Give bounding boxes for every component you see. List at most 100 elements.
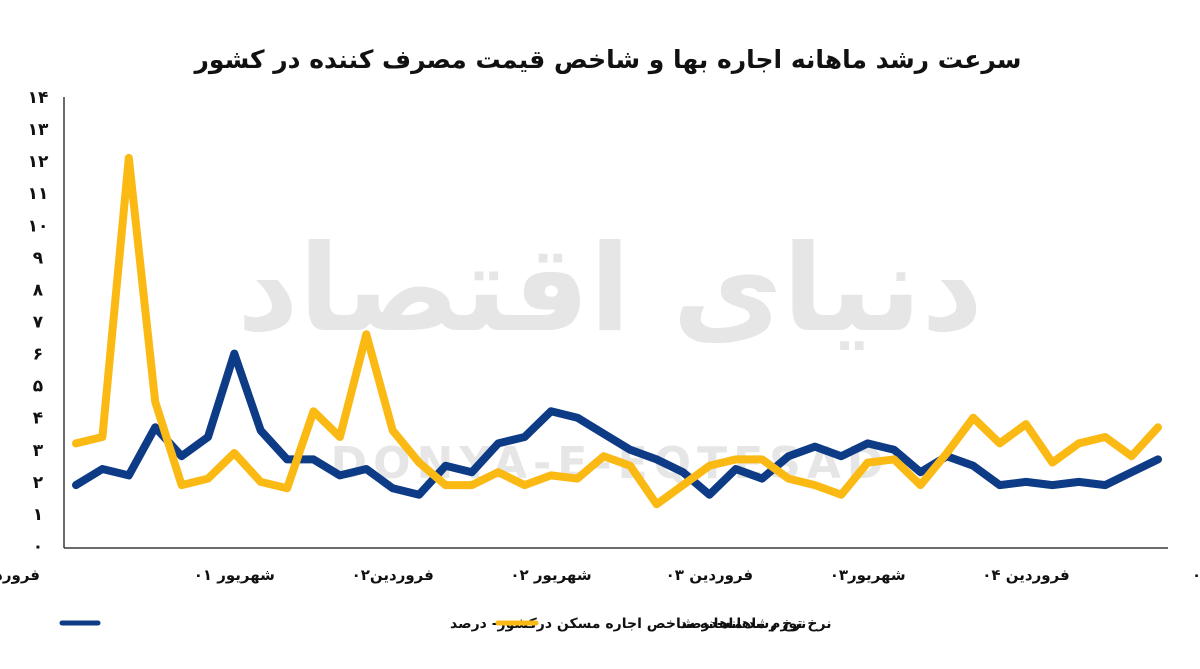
data-point-0 bbox=[706, 491, 713, 498]
x-tick-label: فروردین ۰۱ bbox=[0, 566, 40, 584]
x-tick-label: شهریور ۰۱ bbox=[194, 566, 275, 584]
data-point-0 bbox=[627, 446, 634, 453]
data-point-1 bbox=[73, 440, 79, 447]
data-point-0 bbox=[1049, 482, 1056, 489]
data-point-0 bbox=[811, 443, 818, 450]
y-tick-label: ۱۳ bbox=[28, 120, 49, 140]
data-point-1 bbox=[1023, 421, 1029, 428]
y-tick-label: ۹ bbox=[33, 248, 44, 268]
data-point-0 bbox=[336, 472, 343, 479]
data-point-1 bbox=[521, 482, 528, 489]
data-point-1 bbox=[1102, 434, 1109, 440]
data-point-0 bbox=[917, 469, 924, 476]
data-point-1 bbox=[495, 469, 502, 476]
x-tick-label: فروردین ۰۳ bbox=[666, 566, 753, 584]
y-tick-label: ۴ bbox=[33, 409, 43, 429]
data-point-0 bbox=[468, 469, 475, 476]
data-point-0 bbox=[574, 414, 581, 421]
x-tick-label: شهریور۰۳ bbox=[830, 566, 906, 584]
data-point-1 bbox=[600, 453, 607, 460]
data-point-0 bbox=[99, 466, 106, 472]
data-point-1 bbox=[442, 482, 449, 489]
data-point-1 bbox=[785, 475, 792, 482]
data-point-1 bbox=[468, 482, 475, 489]
watermark-brand-fa: دنیای اقتصاد bbox=[237, 220, 983, 359]
data-point-1 bbox=[811, 482, 818, 489]
data-point-1 bbox=[1049, 459, 1056, 466]
data-point-0 bbox=[891, 446, 898, 453]
y-tick-label: ۳ bbox=[33, 441, 44, 461]
data-point-1 bbox=[680, 482, 686, 489]
data-point-1 bbox=[706, 462, 713, 469]
series-line-1 bbox=[72, 153, 1162, 509]
data-point-0 bbox=[495, 440, 502, 447]
data-point-1 bbox=[1075, 440, 1082, 447]
data-point-0 bbox=[680, 469, 686, 476]
data-point-1 bbox=[363, 331, 370, 338]
data-point-1 bbox=[205, 475, 211, 482]
y-tick-label: ۰ bbox=[33, 537, 43, 557]
legend-label-rent: نرخ رشد ماهانه شاخص اجاره مسکن درکشور- د… bbox=[450, 616, 806, 632]
data-point-1 bbox=[152, 398, 159, 405]
data-point-1 bbox=[336, 434, 343, 440]
data-point-0 bbox=[416, 491, 423, 498]
chart-title: سرعت رشد ماهانه اجاره بها و شاخص قیمت مص… bbox=[193, 45, 1022, 75]
data-point-0 bbox=[548, 408, 554, 415]
series-line-0 bbox=[72, 349, 1162, 499]
data-point-0 bbox=[231, 350, 238, 357]
y-tick-label: ۲ bbox=[33, 473, 44, 493]
data-point-0 bbox=[600, 430, 607, 437]
x-tick-label: شهریور۰۴ bbox=[1192, 566, 1200, 584]
y-tick-label: ۱ bbox=[33, 505, 43, 525]
data-point-1 bbox=[943, 450, 950, 456]
data-point-0 bbox=[178, 453, 185, 460]
data-point-0 bbox=[970, 462, 977, 469]
y-tick-label: ۱۴ bbox=[28, 88, 49, 108]
data-point-0 bbox=[1102, 482, 1109, 489]
data-point-0 bbox=[838, 453, 845, 460]
data-point-1 bbox=[231, 450, 238, 456]
data-point-1 bbox=[416, 459, 423, 466]
watermark: دنیای اقتصاد DONYA-E-EQTESAD bbox=[237, 220, 983, 489]
data-point-0 bbox=[864, 440, 871, 447]
data-point-1 bbox=[548, 472, 554, 479]
legend-label-inflation: نرخ تورم ماهانه-درصد bbox=[680, 616, 831, 632]
data-point-1 bbox=[970, 414, 977, 421]
data-point-1 bbox=[759, 456, 766, 463]
x-tick-label: شهریور ۰۲ bbox=[510, 566, 591, 584]
data-point-1 bbox=[917, 482, 924, 489]
data-point-0 bbox=[284, 456, 291, 463]
data-point-1 bbox=[178, 482, 185, 489]
data-point-1 bbox=[891, 456, 898, 463]
data-point-1 bbox=[732, 456, 739, 463]
data-point-1 bbox=[1155, 424, 1161, 431]
data-point-0 bbox=[732, 466, 739, 472]
data-point-1 bbox=[838, 491, 845, 498]
data-point-0 bbox=[389, 485, 396, 492]
y-tick-label: ۱۲ bbox=[28, 152, 49, 172]
data-point-1 bbox=[125, 154, 132, 161]
data-point-1 bbox=[257, 478, 264, 485]
data-point-0 bbox=[759, 475, 766, 482]
y-tick-label: ۱۱ bbox=[28, 184, 49, 204]
data-point-0 bbox=[442, 462, 449, 469]
data-point-0 bbox=[363, 466, 370, 472]
data-point-1 bbox=[627, 462, 634, 469]
data-point-0 bbox=[310, 456, 317, 463]
data-point-0 bbox=[653, 456, 660, 463]
data-point-0 bbox=[1075, 478, 1082, 485]
series-layer bbox=[72, 153, 1162, 509]
data-point-1 bbox=[574, 475, 581, 482]
data-point-1 bbox=[864, 459, 871, 466]
legend: نرخ رشد ماهانه شاخص اجاره مسکن درکشور- د… bbox=[59, 616, 831, 632]
x-tick-label: فروردین۰۲ bbox=[352, 566, 434, 584]
data-point-0 bbox=[73, 482, 79, 489]
x-axis-ticks: فروردین ۰۱ شهریور ۰۱ فروردین۰۲ شهریور ۰۲ فرو… bbox=[0, 566, 1200, 584]
x-tick-label: فروردین ۰۴ bbox=[982, 566, 1069, 584]
y-tick-label: ۷ bbox=[33, 313, 44, 333]
data-point-1 bbox=[996, 440, 1003, 447]
data-point-1 bbox=[284, 485, 291, 492]
